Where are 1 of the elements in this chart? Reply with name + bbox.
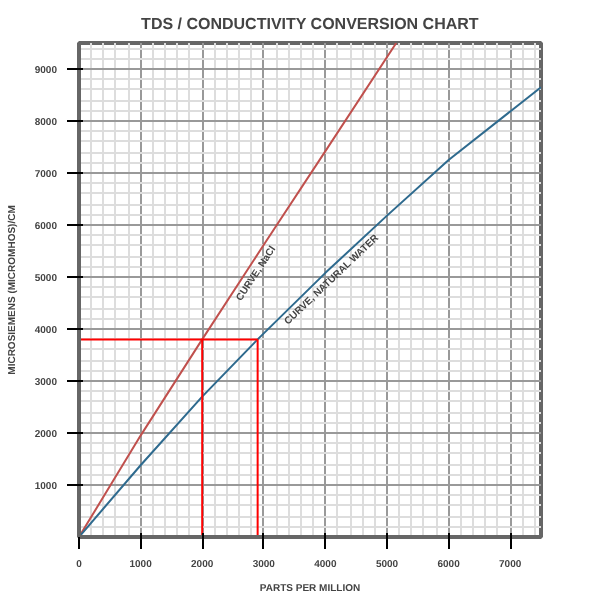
chart-title: TDS / CONDUCTIVITY CONVERSION CHART — [141, 15, 479, 33]
